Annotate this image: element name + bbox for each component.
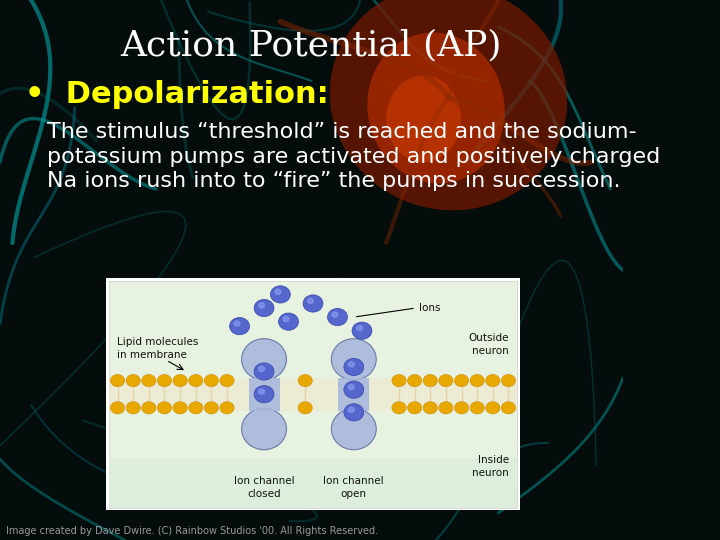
Circle shape xyxy=(254,299,274,316)
Circle shape xyxy=(423,402,438,414)
Circle shape xyxy=(283,316,289,322)
Text: Image created by Dave Dwire. (C) Rainbow Studios '00. All Rights Reserved.: Image created by Dave Dwire. (C) Rainbow… xyxy=(6,525,378,536)
Circle shape xyxy=(220,374,234,387)
Circle shape xyxy=(275,289,281,294)
Circle shape xyxy=(501,402,516,414)
Text: Na ions rush into to “fire” the pumps in succession.: Na ions rush into to “fire” the pumps in… xyxy=(47,171,620,191)
Circle shape xyxy=(438,374,453,387)
Circle shape xyxy=(254,363,274,380)
Circle shape xyxy=(344,404,364,421)
Circle shape xyxy=(258,366,264,372)
Ellipse shape xyxy=(242,339,287,380)
Ellipse shape xyxy=(367,32,505,184)
Circle shape xyxy=(307,298,313,303)
Circle shape xyxy=(271,286,290,303)
FancyBboxPatch shape xyxy=(109,377,517,411)
Circle shape xyxy=(392,402,406,414)
Circle shape xyxy=(486,402,500,414)
Circle shape xyxy=(189,402,203,414)
Circle shape xyxy=(392,374,406,387)
Circle shape xyxy=(470,374,485,387)
FancyBboxPatch shape xyxy=(338,378,369,410)
Circle shape xyxy=(501,374,516,387)
Text: Outside
neuron: Outside neuron xyxy=(468,333,509,356)
Ellipse shape xyxy=(330,0,567,210)
Circle shape xyxy=(189,374,203,387)
Ellipse shape xyxy=(331,339,377,380)
Circle shape xyxy=(126,374,140,387)
Circle shape xyxy=(110,402,125,414)
Circle shape xyxy=(328,308,348,326)
Ellipse shape xyxy=(242,408,287,450)
FancyBboxPatch shape xyxy=(109,281,517,508)
Circle shape xyxy=(220,402,234,414)
Circle shape xyxy=(303,295,323,312)
Circle shape xyxy=(126,402,140,414)
Circle shape xyxy=(158,402,171,414)
Circle shape xyxy=(110,374,125,387)
Circle shape xyxy=(438,402,453,414)
Circle shape xyxy=(454,374,469,387)
Circle shape xyxy=(332,312,338,317)
Text: •  Depolarization:: • Depolarization: xyxy=(25,80,328,109)
Circle shape xyxy=(298,402,312,414)
Circle shape xyxy=(423,374,438,387)
Text: Ion channel
open: Ion channel open xyxy=(323,476,384,499)
Text: Ions: Ions xyxy=(419,303,441,313)
Circle shape xyxy=(348,407,354,413)
Circle shape xyxy=(486,374,500,387)
Ellipse shape xyxy=(331,408,377,450)
Ellipse shape xyxy=(386,76,461,162)
Circle shape xyxy=(173,374,187,387)
Text: Action Potential (AP): Action Potential (AP) xyxy=(121,29,503,63)
Circle shape xyxy=(454,402,469,414)
Circle shape xyxy=(344,359,364,376)
FancyBboxPatch shape xyxy=(109,458,517,508)
Circle shape xyxy=(158,374,171,387)
Circle shape xyxy=(298,374,312,387)
Circle shape xyxy=(204,402,218,414)
Circle shape xyxy=(204,374,218,387)
Circle shape xyxy=(173,402,187,414)
Text: potassium pumps are activated and positively charged: potassium pumps are activated and positi… xyxy=(47,146,660,167)
Circle shape xyxy=(279,313,299,330)
Text: Inside
neuron: Inside neuron xyxy=(472,455,509,478)
Circle shape xyxy=(254,386,274,403)
Text: Lipid molecules
in membrane: Lipid molecules in membrane xyxy=(117,338,199,360)
Circle shape xyxy=(470,402,485,414)
Text: The stimulus “threshold” is reached and the sodium-: The stimulus “threshold” is reached and … xyxy=(47,122,636,143)
Circle shape xyxy=(348,384,354,390)
Circle shape xyxy=(356,326,362,330)
FancyBboxPatch shape xyxy=(248,378,279,410)
Circle shape xyxy=(408,374,422,387)
Circle shape xyxy=(348,362,354,367)
Circle shape xyxy=(142,402,156,414)
Circle shape xyxy=(352,322,372,339)
Circle shape xyxy=(344,381,364,399)
Text: Ion channel
closed: Ion channel closed xyxy=(234,476,294,499)
Circle shape xyxy=(230,318,250,335)
Circle shape xyxy=(258,389,264,394)
Circle shape xyxy=(142,374,156,387)
Circle shape xyxy=(408,402,422,414)
Circle shape xyxy=(234,321,240,326)
FancyBboxPatch shape xyxy=(106,278,520,510)
Circle shape xyxy=(258,303,264,308)
